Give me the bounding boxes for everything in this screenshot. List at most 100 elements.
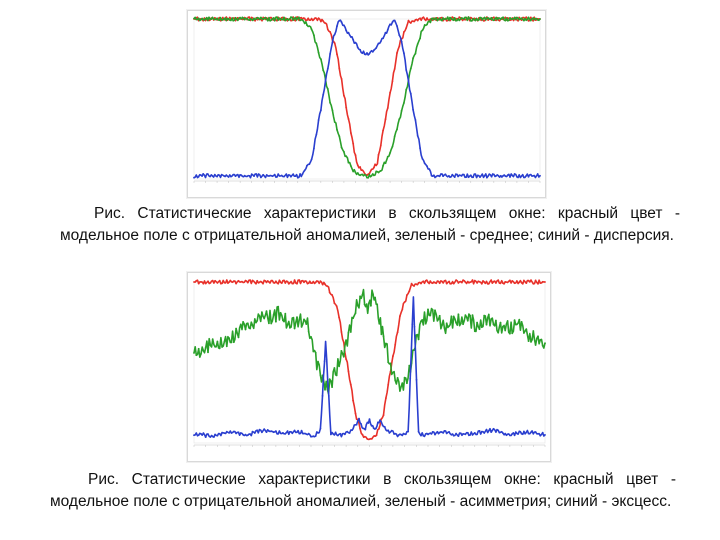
data-point <box>450 282 453 285</box>
data-point <box>431 282 434 285</box>
data-point <box>195 432 198 434</box>
data-point <box>476 282 478 284</box>
data-point <box>380 333 383 336</box>
data-point <box>317 360 319 363</box>
data-point <box>527 279 530 282</box>
data-point <box>344 433 346 436</box>
data-point <box>462 323 464 326</box>
data-point <box>438 282 441 285</box>
data-point <box>457 435 460 437</box>
data-point <box>527 19 530 22</box>
data-point <box>313 18 315 21</box>
data-point <box>513 173 516 175</box>
data-point <box>527 16 530 19</box>
data-point <box>253 281 256 284</box>
data-point <box>492 427 495 430</box>
data-point <box>327 395 330 397</box>
data-point <box>442 17 444 19</box>
data-point <box>237 279 240 282</box>
data-point <box>213 16 216 19</box>
data-point <box>509 332 511 335</box>
data-point <box>480 326 483 329</box>
data-point <box>350 165 352 167</box>
data-point <box>427 281 429 284</box>
data-point <box>320 109 322 112</box>
data-point <box>473 279 476 282</box>
data-point <box>322 20 325 22</box>
data-point <box>488 18 491 21</box>
data-point <box>437 18 440 21</box>
data-point <box>225 174 228 177</box>
data-point <box>544 281 546 283</box>
data-point <box>504 175 507 178</box>
data-point <box>459 322 462 325</box>
data-point <box>225 430 228 433</box>
data-point <box>305 433 308 435</box>
data-point <box>253 175 255 178</box>
data-point <box>485 428 488 431</box>
data-point <box>200 433 202 435</box>
data-point <box>333 367 336 369</box>
data-point <box>523 430 525 433</box>
data-point <box>466 280 469 283</box>
data-point <box>377 42 380 45</box>
data-point <box>419 17 421 20</box>
data-point <box>214 433 216 436</box>
data-point <box>532 19 534 22</box>
data-point <box>388 432 391 434</box>
data-point <box>343 150 345 153</box>
data-point <box>445 432 448 435</box>
data-point <box>465 16 468 19</box>
data-point <box>313 147 315 150</box>
data-point <box>354 154 357 157</box>
data-point <box>301 173 304 176</box>
data-point <box>516 323 518 326</box>
data-point <box>227 176 230 178</box>
data-point <box>289 430 291 433</box>
data-point <box>242 433 244 436</box>
data-point <box>347 118 350 120</box>
data-point <box>497 331 500 334</box>
data-point <box>345 155 348 158</box>
data-point <box>460 175 463 177</box>
data-point <box>253 432 256 434</box>
data-point <box>279 432 282 435</box>
data-point <box>511 174 514 177</box>
data-point <box>296 431 298 434</box>
data-point <box>287 174 290 176</box>
data-point <box>261 431 263 434</box>
data-point <box>398 118 401 120</box>
data-point <box>343 94 345 97</box>
data-point <box>241 16 244 19</box>
data-point <box>317 51 320 54</box>
data-point <box>312 435 315 438</box>
data-point <box>303 318 305 321</box>
data-point <box>242 321 244 323</box>
data-point <box>340 78 343 80</box>
data-point <box>532 330 535 332</box>
data-point <box>253 17 255 20</box>
data-point <box>485 323 488 326</box>
data-point <box>319 374 322 376</box>
data-point <box>244 328 247 331</box>
data-point <box>193 281 195 283</box>
data-point <box>338 365 340 368</box>
data-point <box>273 19 276 22</box>
data-point <box>420 282 422 285</box>
data-point <box>530 279 532 282</box>
data-point <box>315 17 318 20</box>
data-point <box>424 279 427 282</box>
data-point <box>415 334 418 336</box>
data-point <box>516 280 518 282</box>
data-point <box>251 430 254 433</box>
data-point <box>310 28 313 31</box>
data-point <box>220 173 223 176</box>
data-point <box>218 279 221 282</box>
data-point <box>352 317 354 320</box>
data-point <box>456 173 458 176</box>
data-point <box>313 34 315 37</box>
data-point <box>518 318 521 321</box>
data-point <box>443 327 446 329</box>
data-point <box>307 432 310 435</box>
data-point <box>294 16 297 19</box>
